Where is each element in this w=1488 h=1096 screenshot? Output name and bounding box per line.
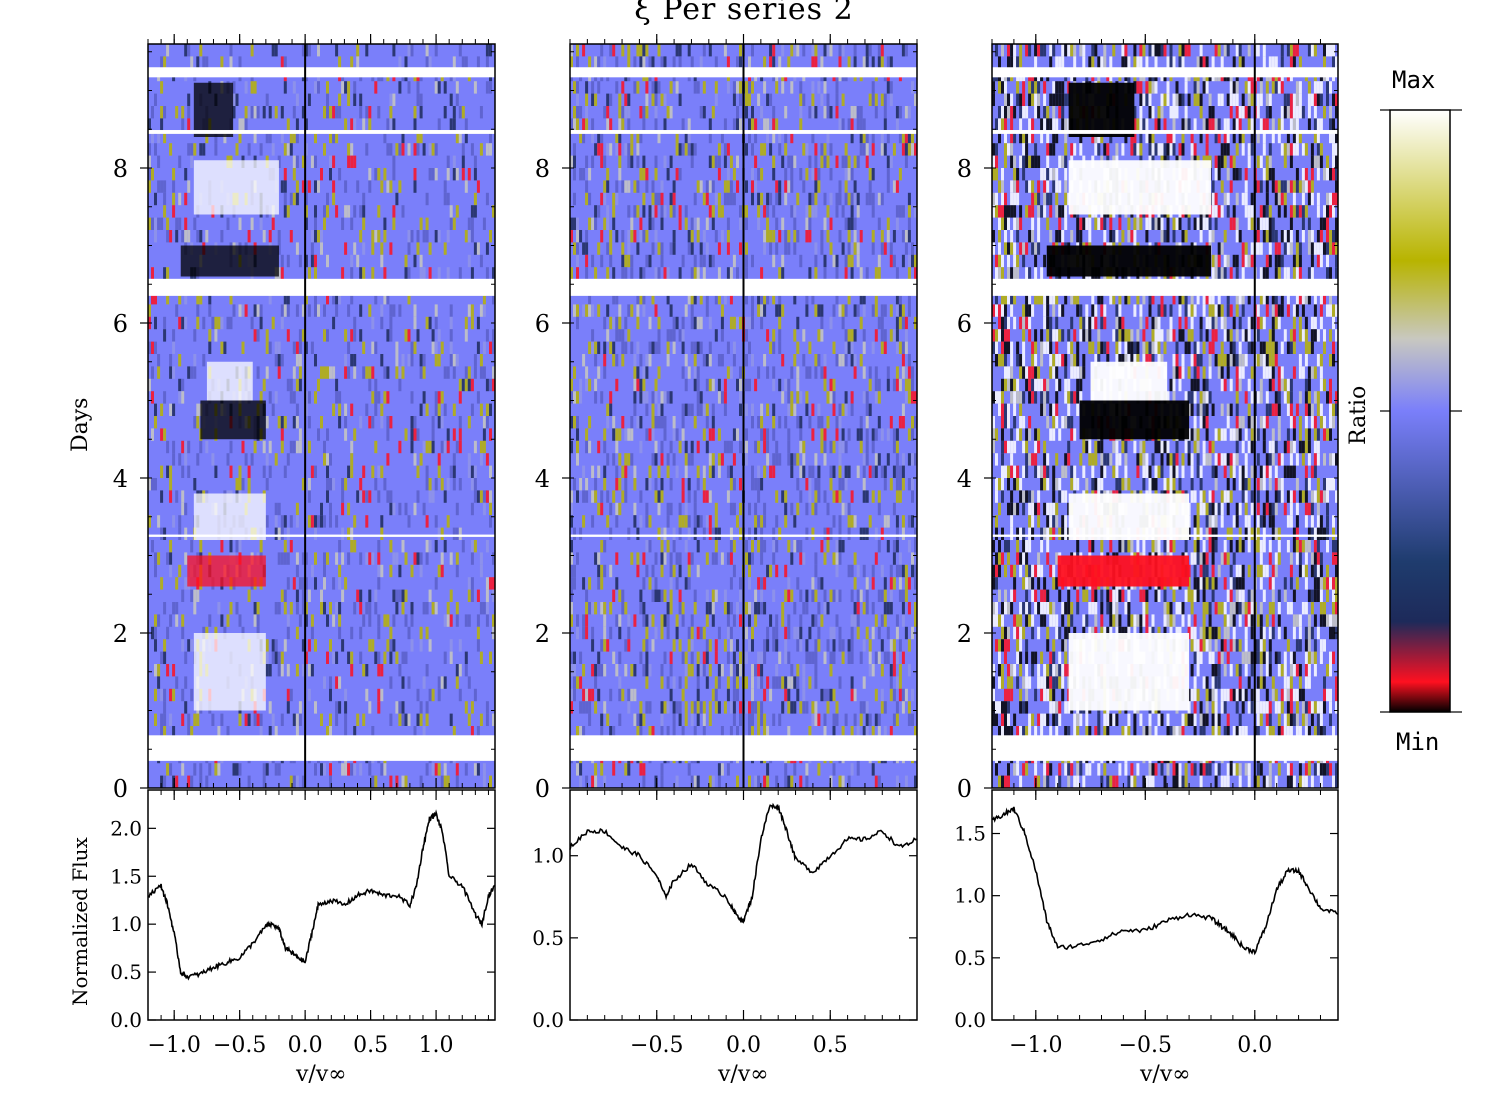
flux-left-ytick-label: 2.0 [110,816,142,840]
flux-middle-xtick-label: 0.5 [813,1033,848,1058]
flux-middle-line [569,802,918,924]
heatmap-left-ytick-label: 2 [113,620,128,648]
x-axis-label-right: v/v∞ [1140,1062,1191,1087]
heatmap-right-ytick-label: 2 [957,620,972,648]
heatmap-left-ytick-label: 6 [113,310,128,338]
colorbar-min-label: Min [1396,728,1440,756]
heatmap-middle-ytick-label: 8 [535,155,550,183]
flux-middle-xtick-label: 0.0 [726,1033,761,1058]
flux-right-frame [991,789,1339,1021]
flux-middle-ytick-label: 1.0 [532,844,564,868]
heatmap-left-frame [147,43,496,789]
x-axis-label-left: v/v∞ [296,1062,347,1087]
heatmap-right-ytick-label: 8 [957,155,972,183]
flux-left-ytick-label: 0.5 [110,960,142,984]
flux-left-xtick-label: 0.0 [288,1033,323,1058]
heatmap-left-ytick-label: 0 [113,775,128,803]
heatmap-left-gaps [148,67,495,761]
flux-right-line [991,806,1339,956]
colorbar-gradient [1389,109,1451,713]
x-axis-label-middle: v/v∞ [718,1062,769,1087]
flux-left-xtick-label: 1.0 [419,1033,454,1058]
flux-middle-xtick-label: −0.5 [630,1033,683,1058]
flux-left-ytick-label: 1.0 [110,912,142,936]
flux-left-xtick-label: 0.5 [353,1033,388,1058]
heatmap-right-ytick-label: 6 [957,310,972,338]
heatmap-middle-ytick-label: 0 [535,775,550,803]
heatmap-middle-ytick-label: 4 [535,465,550,493]
heatmap-right-frame [991,43,1339,789]
heatmap-left-ytick-label: 8 [113,155,128,183]
flux-middle-ytick-label: 0.0 [532,1008,564,1032]
flux-left-line [147,809,496,981]
flux-right-ytick-label: 0.5 [954,946,986,970]
flux-left-ytick-label: 0.0 [110,1008,142,1032]
colorbar-ratio-label: Ratio [1346,385,1371,445]
heatmap-right-gaps [992,67,1338,761]
heatmap-right-bands [1046,82,1211,711]
flux-right-xtick-label: −0.5 [1119,1033,1172,1058]
colorbar-max-label: Max [1392,66,1436,94]
flux-right-ytick-label: 0.0 [954,1008,986,1032]
flux-left-xtick-label: −0.5 [213,1033,266,1058]
flux-left-xtick-label: −1.0 [147,1033,200,1058]
flux-middle-ytick-label: 0.5 [532,926,564,950]
heatmap-middle-ytick-label: 2 [535,620,550,648]
flux-left-ytick-label: 1.5 [110,864,142,888]
flux-right-ytick-label: 1.0 [954,884,986,908]
y-axis-label-flux: Normalized Flux [68,837,92,1006]
heatmap-left-ytick-label: 4 [113,465,128,493]
heatmap-left-bands [180,82,279,711]
heatmap-right-ytick-label: 4 [957,465,972,493]
heatmap-right-ytick-label: 0 [957,775,972,803]
flux-right-xtick-label: −1.0 [1009,1033,1062,1058]
flux-right-ytick-label: 1.5 [954,822,986,846]
chart-title: ξ Per series 2 [634,0,854,27]
flux-right-xtick-label: 0.0 [1237,1033,1272,1058]
y-axis-label-days: Days [68,397,93,452]
flux-middle-frame [569,789,918,1021]
heatmap-middle-ytick-label: 6 [535,310,550,338]
